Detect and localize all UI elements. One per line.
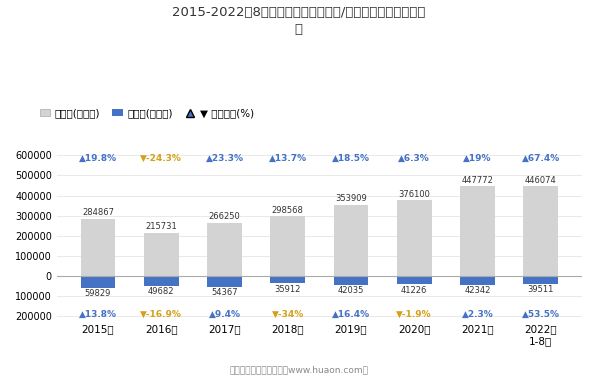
Text: ▲13.8%: ▲13.8%	[79, 310, 117, 319]
Text: ▼-24.3%: ▼-24.3%	[140, 154, 182, 163]
Legend: 出口额(万美元), 进口额(万美元), ▼ 同比增长(%): 出口额(万美元), 进口额(万美元), ▼ 同比增长(%)	[36, 104, 258, 123]
Bar	[460, 186, 495, 276]
Bar	[81, 219, 115, 276]
Bar	[270, 216, 305, 276]
Text: ▲13.7%: ▲13.7%	[269, 154, 307, 163]
Text: ▲16.4%: ▲16.4%	[332, 310, 370, 319]
Text: 266250: 266250	[208, 212, 241, 221]
Bar	[81, 276, 115, 288]
Bar	[270, 276, 305, 284]
Text: 284867: 284867	[82, 208, 114, 217]
Text: 376100: 376100	[398, 190, 430, 199]
Text: ▼-34%: ▼-34%	[272, 310, 304, 319]
Text: 41226: 41226	[401, 286, 427, 295]
Text: ▲19.8%: ▲19.8%	[79, 154, 117, 163]
Text: 42035: 42035	[338, 286, 364, 295]
Bar	[524, 276, 558, 284]
Text: 298568: 298568	[272, 206, 304, 215]
Bar	[524, 186, 558, 276]
Text: ▲18.5%: ▲18.5%	[332, 154, 370, 163]
Bar	[144, 276, 179, 286]
Text: 42342: 42342	[464, 286, 491, 295]
Bar	[144, 233, 179, 276]
Bar	[207, 276, 242, 287]
Text: 447772: 447772	[461, 176, 494, 185]
Text: ▼-1.9%: ▼-1.9%	[396, 310, 432, 319]
Text: ▲67.4%: ▲67.4%	[522, 154, 560, 163]
Text: 35912: 35912	[275, 285, 301, 294]
Text: ▲23.3%: ▲23.3%	[205, 154, 244, 163]
Bar	[334, 205, 368, 276]
Text: ▲6.3%: ▲6.3%	[398, 154, 430, 163]
Text: 2015-2022年8月上饶市（境内目的地/货源地）进、出口额统
计: 2015-2022年8月上饶市（境内目的地/货源地）进、出口额统 计	[172, 6, 425, 36]
Text: 215731: 215731	[146, 222, 177, 231]
Text: ▼-16.9%: ▼-16.9%	[140, 310, 182, 319]
Text: ▲9.4%: ▲9.4%	[208, 310, 241, 319]
Text: 446074: 446074	[525, 176, 556, 185]
Text: 59829: 59829	[85, 290, 111, 299]
Bar	[207, 223, 242, 276]
Text: 353909: 353909	[335, 194, 367, 203]
Text: ▲53.5%: ▲53.5%	[522, 310, 560, 319]
Text: ▲2.3%: ▲2.3%	[461, 310, 493, 319]
Text: ▲19%: ▲19%	[463, 154, 492, 163]
Bar	[460, 276, 495, 285]
Text: 39511: 39511	[528, 285, 554, 294]
Bar	[397, 200, 432, 276]
Text: 制图：华经产业研究院（www.huaon.com）: 制图：华经产业研究院（www.huaon.com）	[229, 365, 368, 374]
Text: 49682: 49682	[148, 287, 174, 296]
Text: 54367: 54367	[211, 288, 238, 297]
Bar	[397, 276, 432, 285]
Bar	[334, 276, 368, 285]
